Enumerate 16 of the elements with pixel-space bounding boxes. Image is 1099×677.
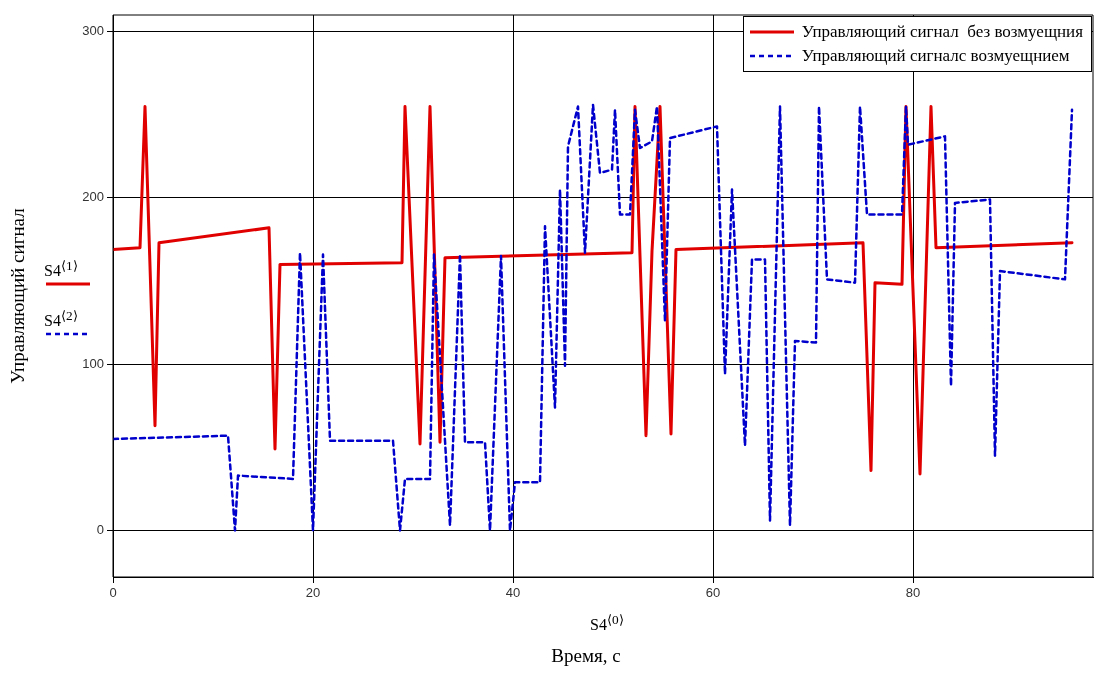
text: S4$^{⟨0⟩}$ (590, 612, 624, 635)
x-tick-label: 0 (109, 585, 117, 601)
x-tick-label: 20 (305, 585, 321, 601)
x-tick-label: 60 (705, 585, 721, 601)
text: S4$^{⟨1⟩}$ (44, 258, 79, 281)
y-tick-label: 300 (82, 23, 104, 39)
y-axis-title: Управляющий сигнал (7, 208, 29, 384)
y-tick-label: 100 (82, 355, 104, 371)
x-tick-label: 80 (905, 585, 921, 601)
y-tick-label: 200 (82, 189, 104, 205)
x-tick-label: 40 (505, 585, 521, 601)
x-axis-title: Время, с (550, 645, 622, 667)
legend-label: Управляющий сигналс возмуещнием (801, 45, 1070, 67)
legend-label: Управляющий сигнал без возмуещния (801, 21, 1083, 43)
y-tick-label: 0 (96, 522, 104, 538)
text: S4$^{⟨2⟩}$ (44, 308, 79, 331)
